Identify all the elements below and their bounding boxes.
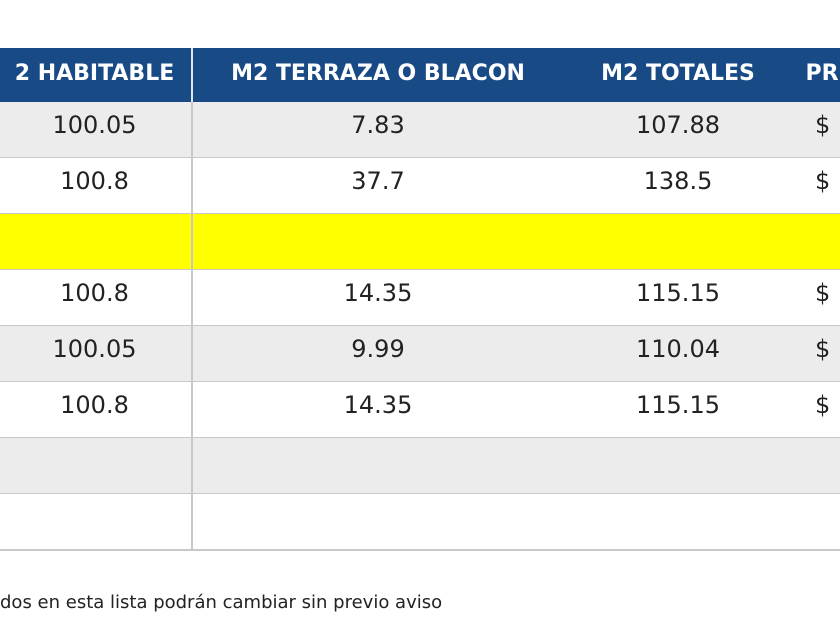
- table-cell: $: [793, 270, 840, 327]
- empty-cell: [563, 438, 795, 495]
- table-cell: 110.04: [563, 326, 795, 383]
- table-cell: 100.05: [0, 102, 193, 159]
- table-cell: 14.35: [193, 382, 565, 439]
- header-cell: M2 TOTALES: [563, 48, 795, 103]
- table-cell: 7.83: [193, 102, 565, 159]
- empty-cell: [193, 494, 565, 551]
- empty-cell: [793, 494, 840, 551]
- table-cell: 100.8: [0, 270, 193, 327]
- table-cell: 138.5: [563, 158, 795, 215]
- empty-cell: [563, 494, 795, 551]
- empty-cell: [193, 214, 565, 271]
- table-cell: 107.88: [563, 102, 795, 159]
- header-cell: 2 HABITABLE: [0, 48, 193, 103]
- table-cell: $: [793, 326, 840, 383]
- header-cell: M2 TERRAZA O BLACON: [193, 48, 565, 103]
- table-cell: 100.05: [0, 326, 193, 383]
- empty-cell: [0, 214, 193, 271]
- table-cell: 100.8: [0, 382, 193, 439]
- table-cell: 9.99: [193, 326, 565, 383]
- table-cell: $: [793, 102, 840, 159]
- table-cell: $: [793, 382, 840, 439]
- empty-cell: [0, 438, 193, 495]
- table-cell: 37.7: [193, 158, 565, 215]
- table-cell: 115.15: [563, 382, 795, 439]
- table-cell: 115.15: [563, 270, 795, 327]
- empty-cell: [193, 438, 565, 495]
- table-cell: $: [793, 158, 840, 215]
- empty-cell: [793, 214, 840, 271]
- table-cell: 14.35: [193, 270, 565, 327]
- table-cell: 100.8: [0, 158, 193, 215]
- empty-cell: [0, 494, 193, 551]
- empty-cell: [793, 438, 840, 495]
- empty-cell: [563, 214, 795, 271]
- header-cell: PR: [793, 48, 840, 103]
- footer-note: dos en esta lista podrán cambiar sin pre…: [0, 592, 443, 613]
